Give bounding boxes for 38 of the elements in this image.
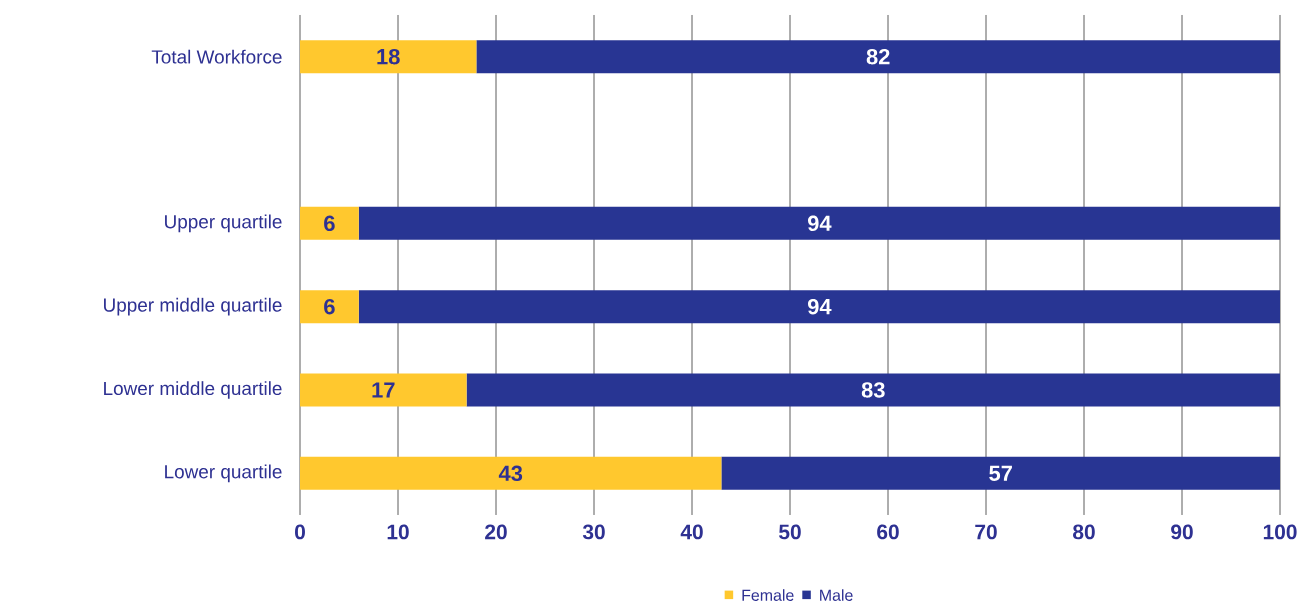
data-label: 94 (807, 298, 832, 315)
y-tick-label: Lower quartile (165, 464, 282, 483)
x-tick-label: 40 (680, 524, 703, 540)
bar (358, 290, 1280, 324)
data-label: 57 (989, 465, 1012, 481)
legend-label: Female (742, 589, 794, 601)
data-label: 6 (324, 215, 335, 231)
y-tick-label: Total Workforce (151, 49, 282, 64)
x-tick-label: 10 (387, 524, 409, 540)
bar (300, 40, 477, 74)
data-label: 17 (372, 382, 395, 398)
x-tick-label: 50 (779, 524, 801, 540)
x-tick-label: 20 (485, 524, 507, 540)
data-label: 6 (324, 298, 335, 315)
bar (300, 290, 359, 324)
data-label: 94 (807, 215, 832, 231)
legend-label: Male (820, 589, 853, 601)
y-tick-label: Lower middle quartile (104, 381, 282, 399)
y-tick-label: Upper quartile (165, 214, 282, 233)
x-tick-label: 0 (295, 524, 305, 540)
x-tick-label: 70 (975, 524, 997, 540)
x-tick-label: 60 (877, 524, 899, 540)
bar (300, 456, 722, 490)
data-label: 43 (498, 465, 523, 482)
bar (466, 373, 1280, 407)
data-label: 18 (377, 48, 400, 65)
bar (721, 456, 1280, 490)
x-tick-label: 100 (1263, 524, 1297, 540)
bar (476, 40, 1280, 74)
bar (358, 206, 1280, 240)
bar (300, 206, 359, 240)
data-label: 82 (866, 48, 890, 65)
y-tick-label: Upper middle quartile (104, 297, 282, 316)
data-label: 83 (861, 382, 885, 398)
x-tick-label: 90 (1171, 524, 1193, 540)
x-tick-label: 30 (582, 524, 605, 540)
x-tick-label: 80 (1073, 524, 1095, 540)
bar (300, 373, 467, 407)
